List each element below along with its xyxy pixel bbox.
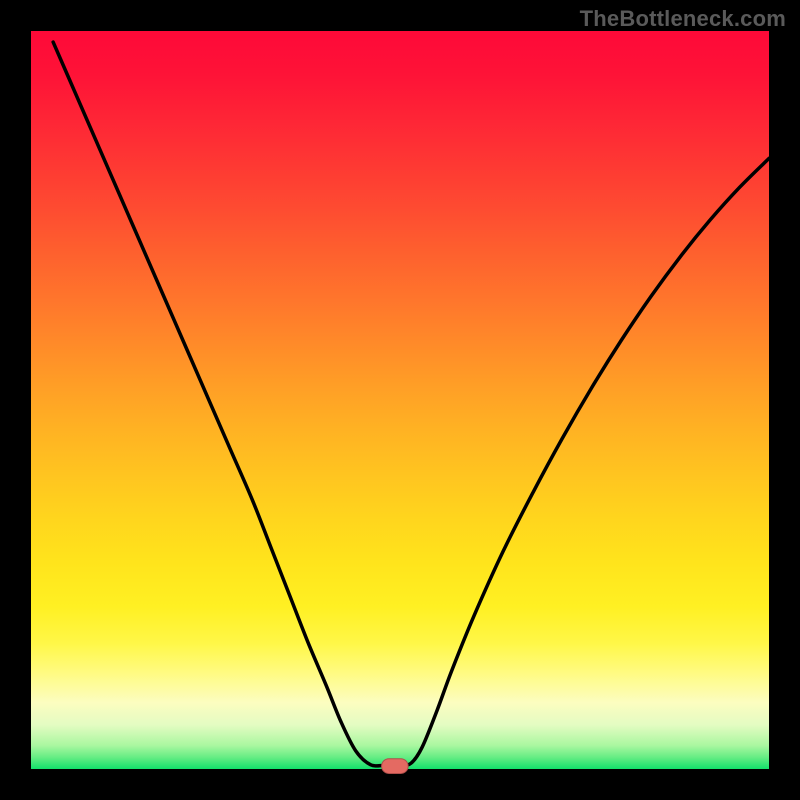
bottleneck-chart [0, 0, 800, 800]
chart-root: TheBottleneck.com [0, 0, 800, 800]
plot-background [31, 31, 769, 769]
watermark-text: TheBottleneck.com [580, 6, 786, 32]
optimum-marker [382, 759, 409, 774]
